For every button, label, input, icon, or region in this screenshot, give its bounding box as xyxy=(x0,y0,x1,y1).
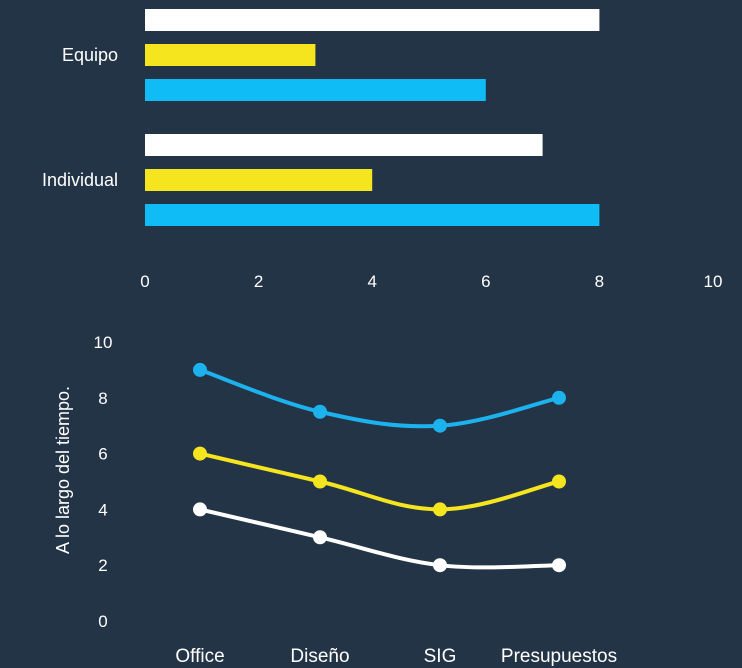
bar-chart: Equipo Individual 0 2 4 6 8 10 xyxy=(42,9,723,291)
series-line-1 xyxy=(198,451,561,512)
x-tick-label: 6 xyxy=(481,272,490,291)
point-1-2 xyxy=(433,502,447,517)
bar-1-2 xyxy=(145,204,600,226)
series-line-2 xyxy=(198,507,561,570)
x-category-label: Diseño xyxy=(290,646,349,667)
point-2-1 xyxy=(313,530,327,545)
point-2-0 xyxy=(193,502,207,517)
category-label: Equipo xyxy=(62,45,118,65)
x-tick-label: 4 xyxy=(367,272,376,291)
x-tick-label: 2 xyxy=(254,272,263,291)
point-1-1 xyxy=(313,474,327,489)
category-label: Individual xyxy=(42,170,118,190)
y-tick-label: 8 xyxy=(98,389,107,408)
bar-1-1 xyxy=(145,169,373,191)
point-1-3 xyxy=(552,474,566,489)
x-tick-label: 0 xyxy=(140,272,149,291)
y-tick-label: 0 xyxy=(98,612,107,631)
series-line-0 xyxy=(198,367,561,429)
point-2-2 xyxy=(433,558,447,573)
bar-0-0 xyxy=(145,9,600,31)
x-category-label: SIG xyxy=(424,646,457,667)
point-0-1 xyxy=(313,404,327,419)
point-0-0 xyxy=(193,362,207,377)
x-tick-label: 10 xyxy=(704,272,723,291)
point-1-0 xyxy=(193,446,207,461)
x-category-label: Office xyxy=(175,646,224,667)
bar-1-0 xyxy=(145,134,543,156)
x-category-label: Presupuestos xyxy=(501,646,617,667)
point-0-2 xyxy=(433,418,447,433)
y-tick-label: 10 xyxy=(94,333,113,352)
y-tick-label: 4 xyxy=(98,500,107,519)
y-tick-label: 2 xyxy=(98,556,107,575)
y-tick-label: 6 xyxy=(98,445,107,464)
x-tick-label: 8 xyxy=(595,272,604,291)
bar-0-1 xyxy=(145,44,316,66)
point-2-3 xyxy=(552,558,566,573)
point-0-3 xyxy=(552,390,566,405)
bar-0-2 xyxy=(145,79,486,101)
y-axis-title: A lo largo del tiempo. xyxy=(53,386,73,554)
